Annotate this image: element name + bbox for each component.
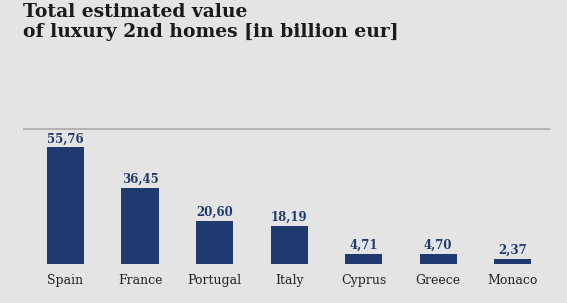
Text: Total estimated value
of luxury 2nd homes [in billion eur]: Total estimated value of luxury 2nd home… — [23, 3, 398, 41]
Text: 36,45: 36,45 — [122, 173, 158, 186]
Bar — [420, 254, 457, 264]
Text: 4,70: 4,70 — [424, 239, 452, 252]
Bar — [270, 226, 308, 264]
Bar — [494, 259, 531, 264]
Bar — [345, 254, 382, 264]
Text: 20,60: 20,60 — [196, 206, 233, 219]
Text: 4,71: 4,71 — [349, 239, 378, 252]
Text: 55,76: 55,76 — [47, 133, 84, 146]
Bar — [196, 221, 233, 264]
Text: 2,37: 2,37 — [498, 244, 527, 257]
Text: 18,19: 18,19 — [271, 211, 307, 224]
Bar — [47, 148, 84, 264]
Bar — [121, 188, 159, 264]
